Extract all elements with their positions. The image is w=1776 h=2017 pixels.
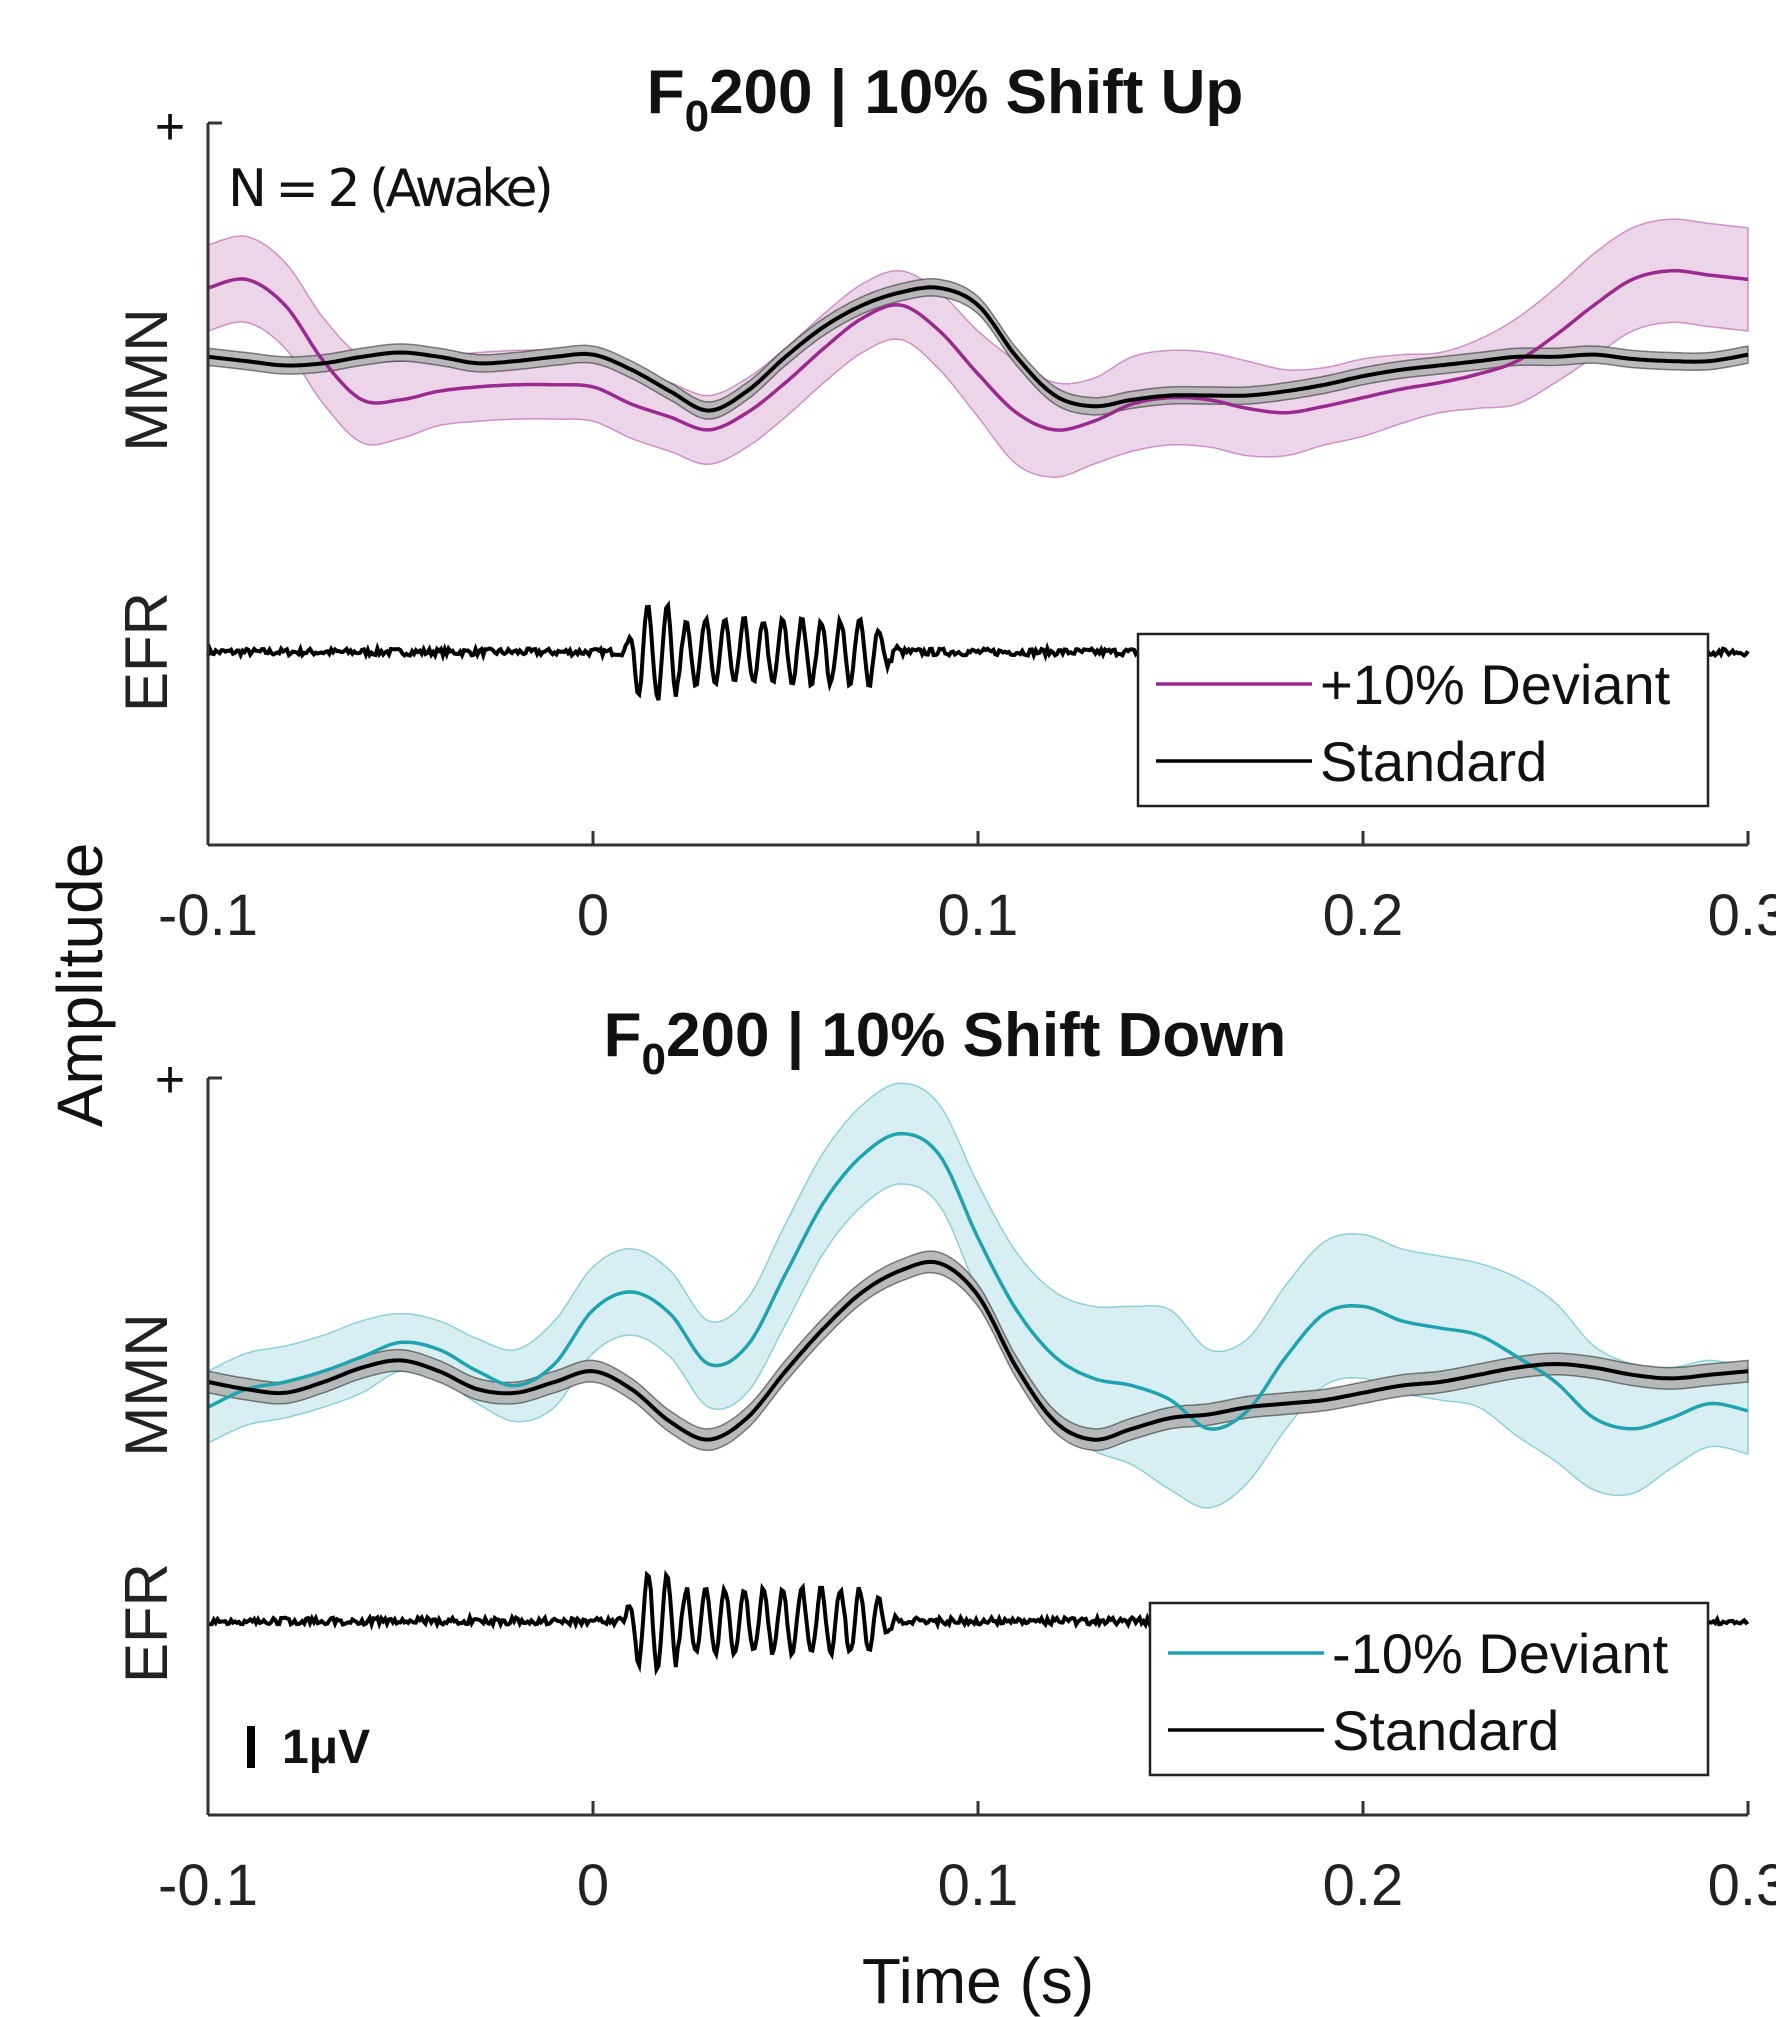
panel-2-x-tick-label: 0.1 [938,1853,1019,1918]
panel-2-x-tick-label: 0.2 [1323,1853,1404,1918]
panel-2-legend-label-standard: Standard [1332,1699,1559,1762]
y-axis-label: Amplitude [44,843,116,1128]
panel-1-row-label-mmn: MMN [113,308,180,451]
panel-2-legend: -10% Deviant Standard [1148,1601,1710,1777]
panel-1-line-deviant [207,268,1749,432]
panel-1-line-standard [207,285,1749,413]
panel-2-ci-band-standard [207,1250,1749,1452]
panel-shift-up: F0200 | 10% Shift Up + N = 2 (Awake) MMN… [113,58,1776,948]
panel-1-annotation: N = 2 (Awake) [228,159,550,219]
panel-1-legend-label-deviant: +10% Deviant [1320,653,1671,716]
panel-2-line-standard [207,1259,1749,1442]
panel-2-plot-area [207,1082,1750,1676]
scale-bar-label: 1μV [282,1721,370,1774]
panel-1-plus-sign: + [155,98,185,156]
panel-2-line-deviant [207,1131,1749,1431]
panel-2-x-tick-label: 0 [577,1853,609,1918]
panel-1-ci-band-deviant [207,218,1749,478]
panel-2-x-tick-label: -0.1 [158,1853,258,1918]
panel-2-legend-label-deviant: -10% Deviant [1332,1622,1669,1685]
panel-1-legend-label-standard: Standard [1320,730,1547,793]
panel-2-x-tick-label: 0.3 [1708,1853,1776,1918]
panel-1-title: F0200 | 10% Shift Up [647,58,1244,141]
panel-2-plus-sign: + [155,1051,185,1109]
panel-1-legend-box [1136,632,1710,808]
panel-2-row-label-mmn: MMN [113,1313,180,1456]
panel-1-row-label-efr: EFR [113,592,180,712]
panel-2-title: F0200 | 10% Shift Down [604,1001,1287,1084]
panel-1-ci-band-standard [207,277,1749,420]
panel-2-row-label-efr: EFR [113,1563,180,1683]
panel-shift-down: F0200 | 10% Shift Down + MMN EFR -0.1 0 0.… [113,1001,1776,1918]
panel-1-x-tick-label: 0 [577,883,609,948]
scale-bar: 1μV [247,1721,370,1774]
panel-1-x-tick-label: 0.1 [938,883,1019,948]
panel-1-plot-area [206,218,1750,701]
x-axis-label: Time (s) [862,1945,1094,2017]
panel-2-x-ticks: -0.1 0 0.1 0.2 0.3 [158,1801,1776,1918]
panel-1-x-tick-label: 0.2 [1323,883,1404,948]
panel-1-x-tick-label: 0.3 [1708,883,1776,948]
panel-1-x-tick-label: -0.1 [158,883,258,948]
panel-2-ci-band-deviant [207,1082,1749,1509]
panel-1-x-ticks: -0.1 0 0.1 0.2 0.3 [158,831,1776,948]
panel-1-legend: +10% Deviant Standard [1136,632,1710,808]
panel-2-legend-box [1148,1601,1710,1777]
